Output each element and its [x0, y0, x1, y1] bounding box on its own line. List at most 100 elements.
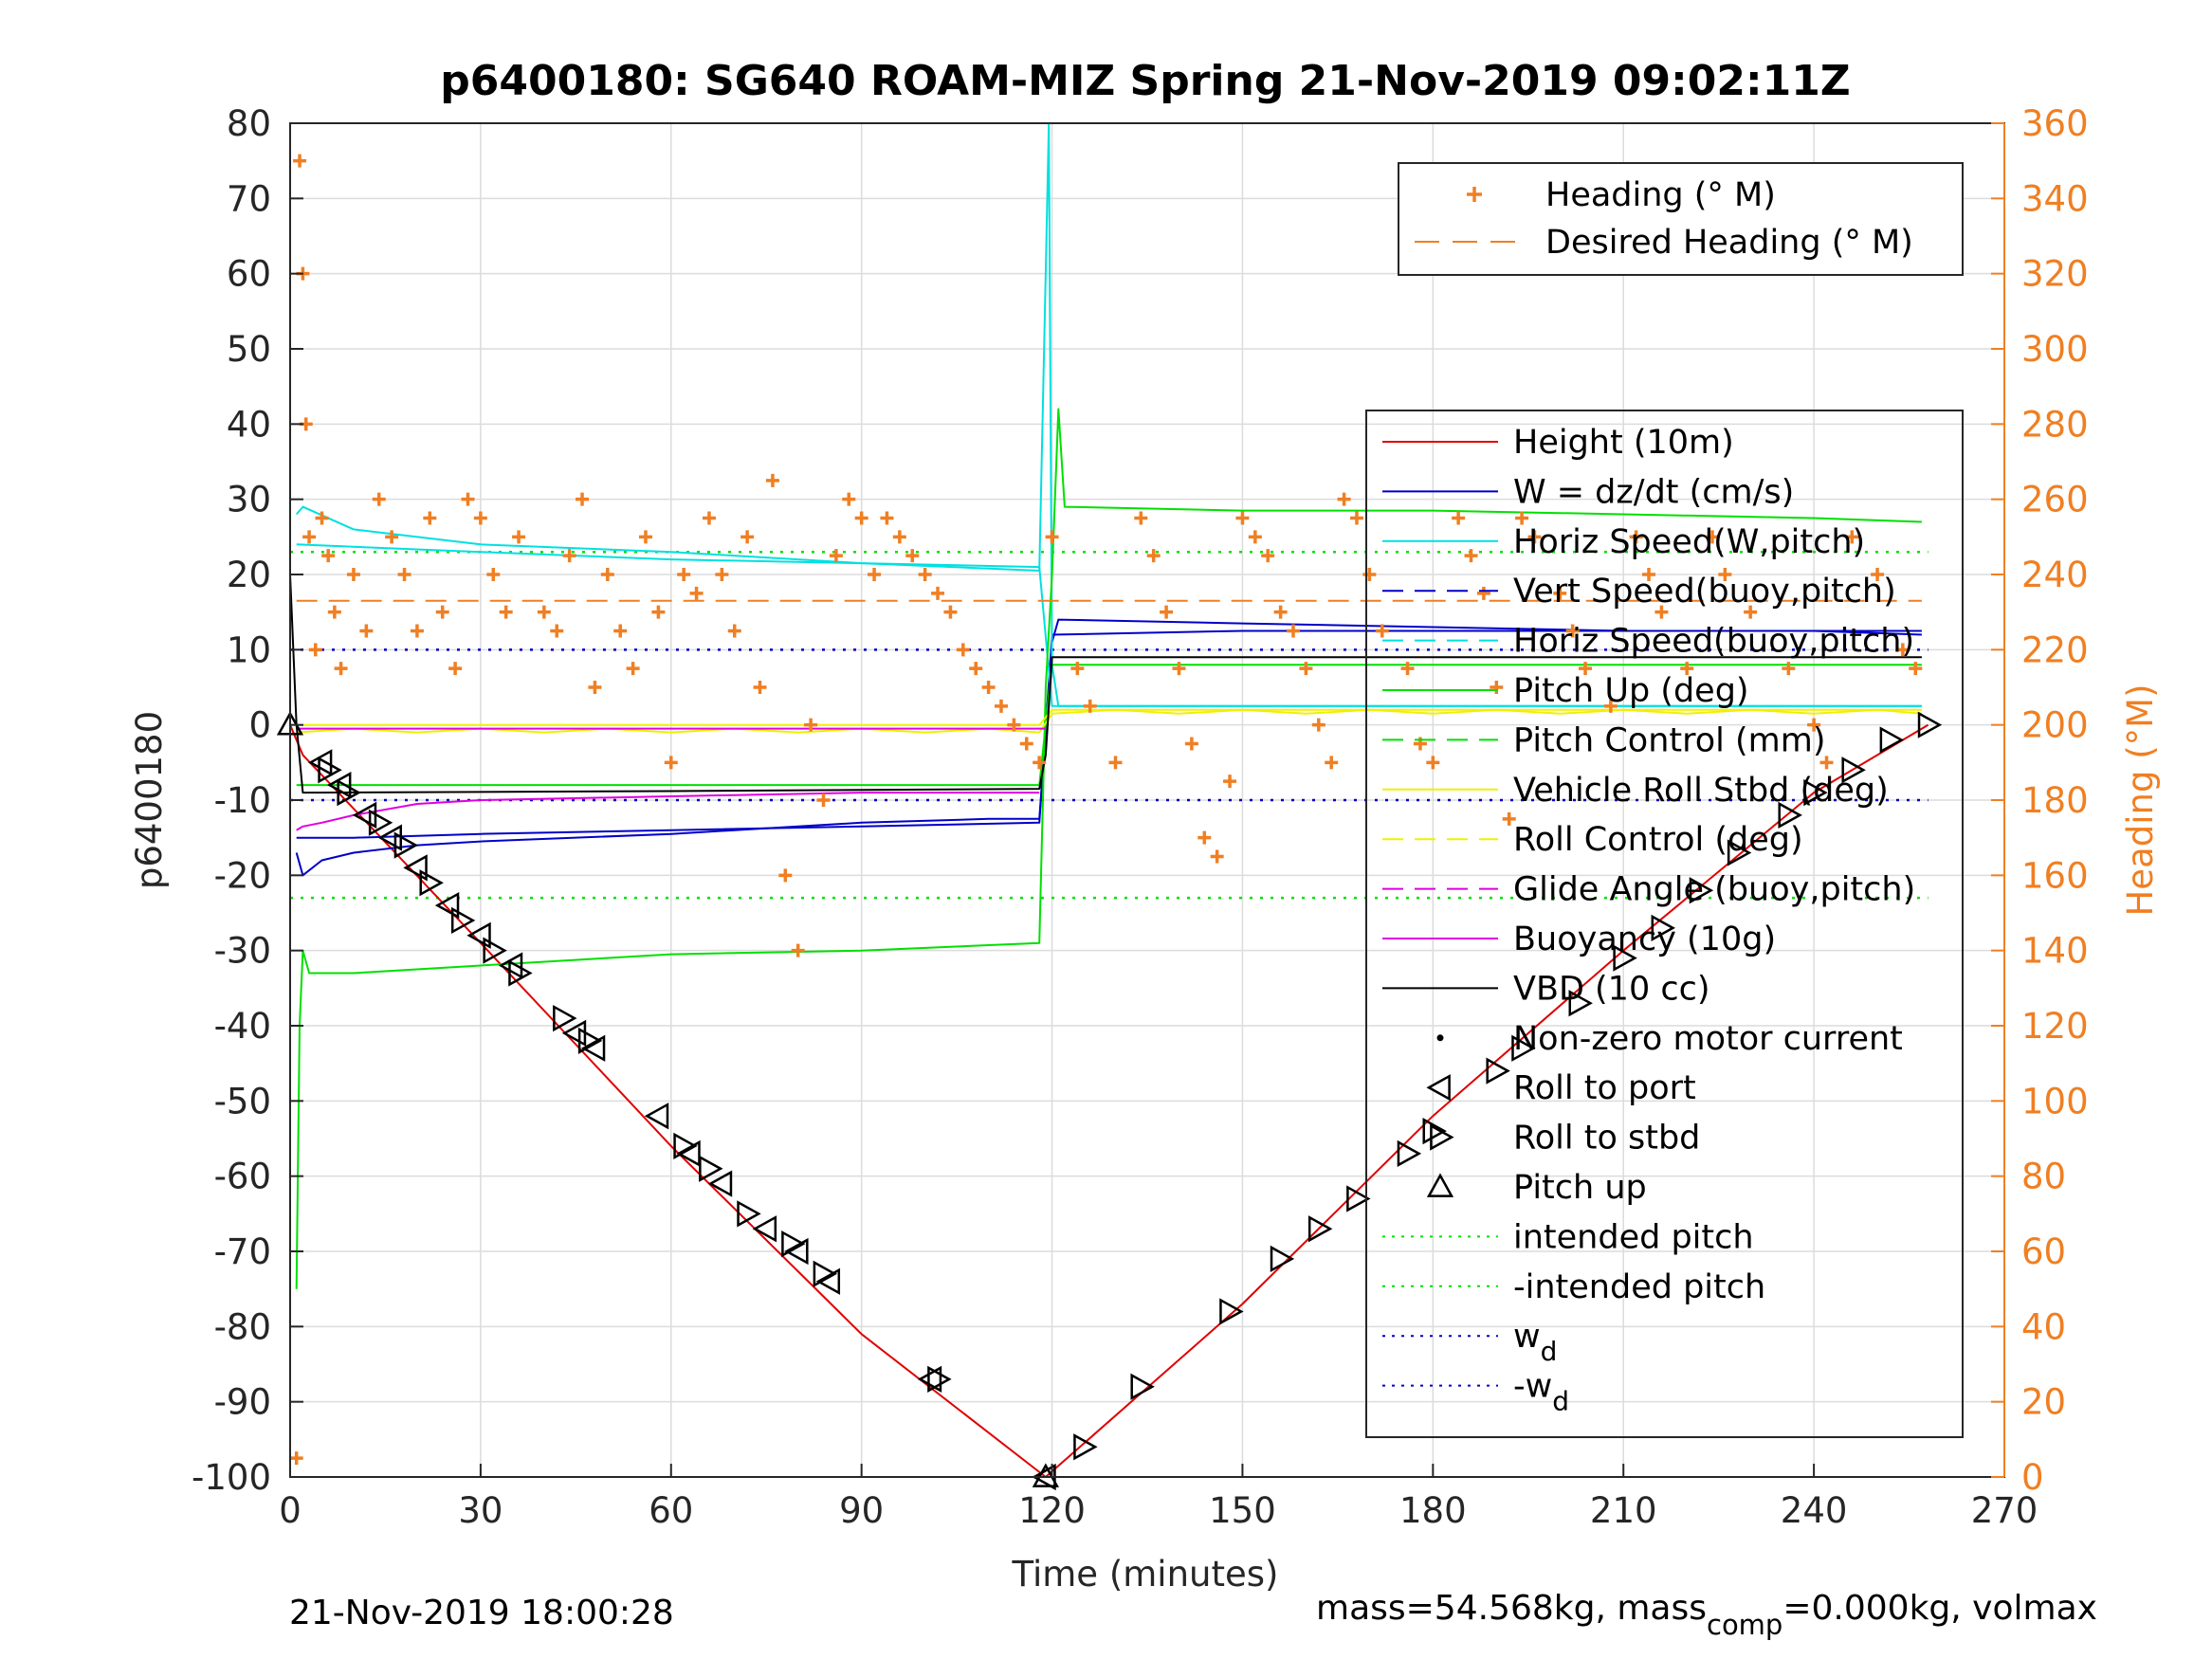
- legend-entry-non-zero-motor-current-12: Non-zero motor current: [1436, 1020, 1903, 1058]
- marker-roll-to-stbd: [1346, 1185, 1371, 1212]
- y-tick-label: 10: [227, 629, 271, 670]
- marker-roll-to-port: [580, 1034, 606, 1062]
- y-right-tick-label: 200: [2021, 705, 2089, 746]
- x-tick-label: 0: [279, 1490, 302, 1531]
- marker-roll-to-port: [498, 952, 523, 979]
- heading-point: [702, 511, 716, 525]
- y-tick-label: 30: [227, 480, 271, 520]
- marker-roll-to-port: [707, 1170, 733, 1197]
- y-right-tick-label: 360: [2021, 103, 2089, 144]
- legend-entry-intended-pitch-17: -intended pitch: [1382, 1268, 1765, 1306]
- series-roll-control-deg: [296, 708, 1922, 726]
- y-tick-label: -30: [214, 931, 271, 972]
- legend-label: Desired Heading (° M): [1545, 224, 1913, 262]
- legend-label: VBD (10 cc): [1513, 970, 1710, 1008]
- marker-roll-to-port: [307, 749, 333, 776]
- y-right-tick-label: 160: [2021, 855, 2089, 896]
- legend-entry-horiz-speed-w-pitch-2: Horiz Speed(W,pitch): [1382, 523, 1865, 561]
- marker-roll-to-stbd: [318, 757, 342, 784]
- marker-roll-to-stbd: [1689, 877, 1714, 904]
- heading-point: [588, 681, 602, 694]
- heading-point: [562, 549, 576, 563]
- legend-top: Heading (° M) Desired Heading (° M): [1398, 162, 1964, 276]
- heading-point: [600, 568, 614, 581]
- reference-lines: [290, 550, 1929, 900]
- heading-point: [715, 568, 729, 581]
- legend-entry-height-10m-0: Height (10m): [1382, 424, 1734, 462]
- x-tick-label: 210: [1590, 1490, 1657, 1531]
- heading-point: [829, 549, 843, 563]
- heading-point: [1819, 756, 1834, 770]
- marker-roll-to-stbd: [781, 1230, 806, 1258]
- heading-point: [308, 643, 322, 657]
- series-pitch-up-deg: [295, 408, 1922, 1289]
- heading-point: [1045, 530, 1059, 544]
- y-right-tick-label: 300: [2021, 329, 2089, 370]
- series-heading-m: [289, 154, 1923, 1466]
- heading-point: [1871, 568, 1885, 581]
- heading-point: [804, 718, 818, 732]
- y-tick-label: 40: [227, 404, 271, 445]
- y-right-tick-label: 140: [2021, 931, 2089, 972]
- marker-roll-to-port: [403, 854, 428, 882]
- legend-swatch: [1436, 1034, 1444, 1042]
- y-tick-label: -90: [214, 1382, 271, 1423]
- heading-point: [613, 624, 628, 638]
- marker-roll-to-port: [326, 772, 352, 799]
- x-axis-label: Time (minutes): [1012, 1554, 1279, 1595]
- series-w-dz-dt-cm-s: [295, 618, 1922, 877]
- legend-label: Heading (° M): [1545, 176, 1776, 214]
- heading-point: [638, 530, 652, 544]
- heading-point: [626, 662, 640, 676]
- heading-point: [1895, 643, 1910, 657]
- legend-label: intended pitch: [1513, 1218, 1754, 1256]
- legend-main-box: [1365, 410, 1964, 1438]
- heading-point: [1287, 624, 1301, 638]
- legend-entry-pitch-up-15: Pitch up: [1426, 1169, 1647, 1207]
- y-tick-label: -100: [192, 1457, 271, 1498]
- legend-label: Roll to port: [1513, 1069, 1696, 1107]
- heading-point: [1160, 605, 1174, 619]
- heading-point: [1807, 718, 1821, 732]
- heading-point: [1349, 511, 1363, 525]
- y-tick-label: 20: [227, 555, 271, 595]
- heading-point: [765, 473, 779, 487]
- y-tick-label: -10: [214, 780, 271, 821]
- legend-entry-pitch-up-deg-5: Pitch Up (deg): [1382, 672, 1749, 710]
- x-tick-label: 150: [1209, 1490, 1276, 1531]
- marker-roll-to-stbd: [508, 959, 533, 987]
- heading-point: [321, 549, 336, 563]
- heading-point: [1527, 530, 1542, 544]
- marker-roll-to-stbd: [1307, 1215, 1333, 1243]
- marker-roll-to-port: [752, 1215, 777, 1243]
- marker-roll-to-stbd: [1841, 757, 1866, 784]
- footer-timestamp: 21-Nov-2019 18:00:28: [289, 1594, 674, 1632]
- y-right-tick-label: 80: [2021, 1157, 2066, 1197]
- legend-label: Glide Angle (buoy,pitch): [1513, 871, 1915, 909]
- y-tick-label: -20: [214, 855, 271, 896]
- heading-point: [931, 586, 945, 600]
- heading-point: [1490, 681, 1504, 694]
- heading-point: [1845, 530, 1859, 544]
- heading-point: [315, 511, 329, 525]
- chart-title: p6400180: SG640 ROAM-MIZ Spring 21-Nov-2…: [440, 57, 1850, 105]
- heading-point: [1375, 624, 1389, 638]
- marker-roll-to-stbd: [1073, 1433, 1098, 1461]
- y-right-tick-label: 260: [2021, 480, 2089, 520]
- heading-point: [346, 568, 360, 581]
- heading-point: [1033, 756, 1047, 770]
- heading-point: [1718, 568, 1732, 581]
- heading-point: [486, 568, 501, 581]
- legend-entry-roll-to-port-13: Roll to port: [1426, 1069, 1696, 1107]
- y-tick-label: -80: [214, 1306, 271, 1347]
- series-horiz-speed-buoy-pitch: [296, 543, 1922, 707]
- heading-point: [664, 756, 678, 770]
- y-right-tick-label: 180: [2021, 780, 2089, 821]
- heading-point: [1744, 605, 1758, 619]
- heading-point: [1502, 811, 1516, 826]
- heading-point: [293, 154, 307, 168]
- heading-point: [1426, 756, 1440, 770]
- y-right-tick-label: 320: [2021, 254, 2089, 295]
- legend-top-entry-desired-heading-m: Desired Heading (° M): [1415, 224, 1913, 262]
- y-right-tick-label: 220: [2021, 629, 2089, 670]
